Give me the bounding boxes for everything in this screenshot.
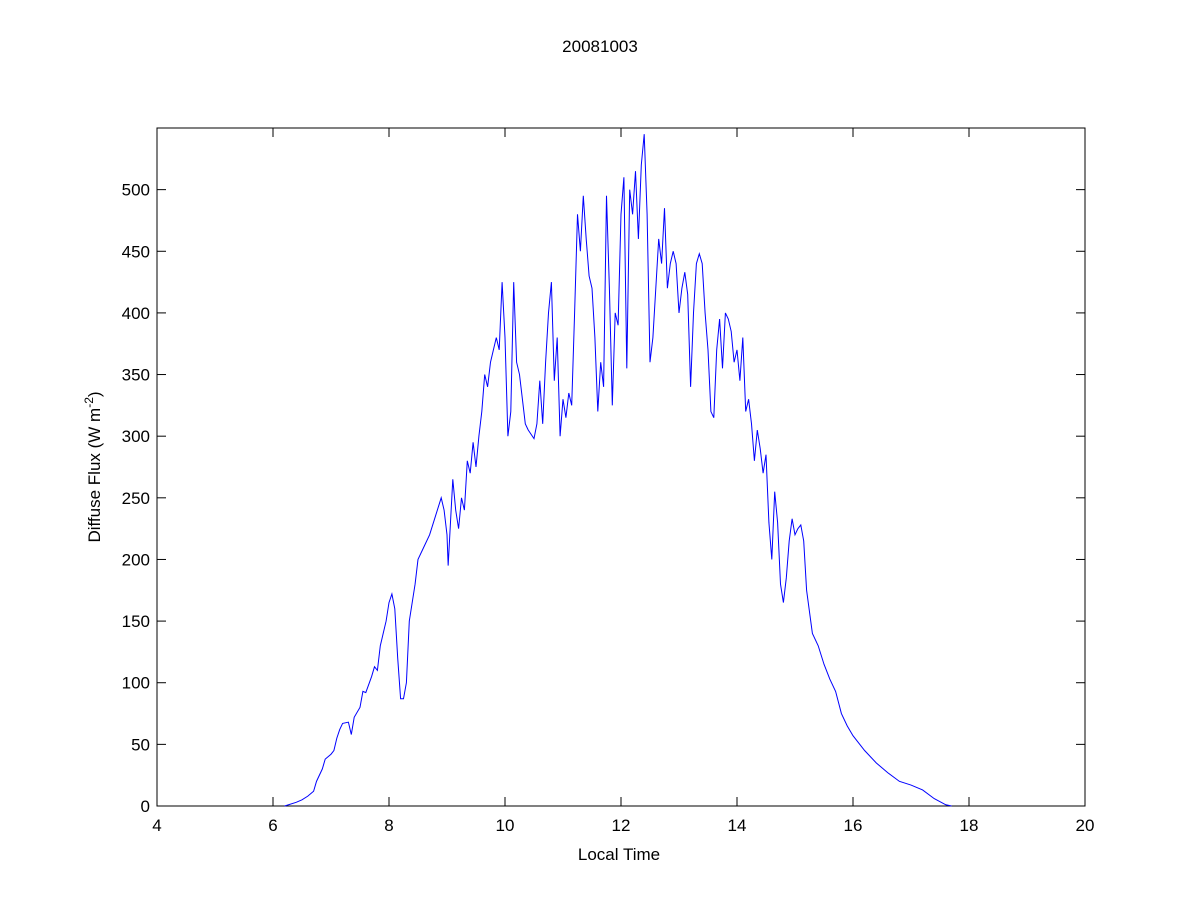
y-tick-label: 350 xyxy=(122,366,150,385)
y-axis-label-superscript: -2 xyxy=(82,397,96,408)
y-axis-label-main: Diffuse Flux (W m xyxy=(85,408,104,543)
y-tick-label: 250 xyxy=(122,489,150,508)
y-tick-label: 150 xyxy=(122,612,150,631)
data-line xyxy=(284,134,952,807)
x-tick-label: 20 xyxy=(1076,816,1095,835)
y-tick-label: 400 xyxy=(122,304,150,323)
x-tick-label: 10 xyxy=(496,816,515,835)
y-tick-label: 300 xyxy=(122,427,150,446)
y-tick-label: 450 xyxy=(122,242,150,261)
y-tick-label: 50 xyxy=(131,735,150,754)
x-tick-label: 6 xyxy=(268,816,277,835)
chart-title: 20081003 xyxy=(562,37,638,56)
x-tick-label: 4 xyxy=(152,816,161,835)
x-tick-label: 12 xyxy=(612,816,631,835)
x-tick-label: 8 xyxy=(384,816,393,835)
y-tick-label: 200 xyxy=(122,550,150,569)
y-axis-label-end: ) xyxy=(85,391,104,397)
x-tick-label: 16 xyxy=(844,816,863,835)
y-tick-label: 500 xyxy=(122,181,150,200)
y-tick-label: 0 xyxy=(141,797,150,816)
y-tick-label: 100 xyxy=(122,674,150,693)
plot-frame xyxy=(156,127,1086,807)
x-tick-label: 18 xyxy=(960,816,979,835)
x-tick-label: 14 xyxy=(728,816,747,835)
x-axis-label: Local Time xyxy=(578,845,660,864)
y-axis-label: Diffuse Flux (W m-2) xyxy=(82,391,104,542)
